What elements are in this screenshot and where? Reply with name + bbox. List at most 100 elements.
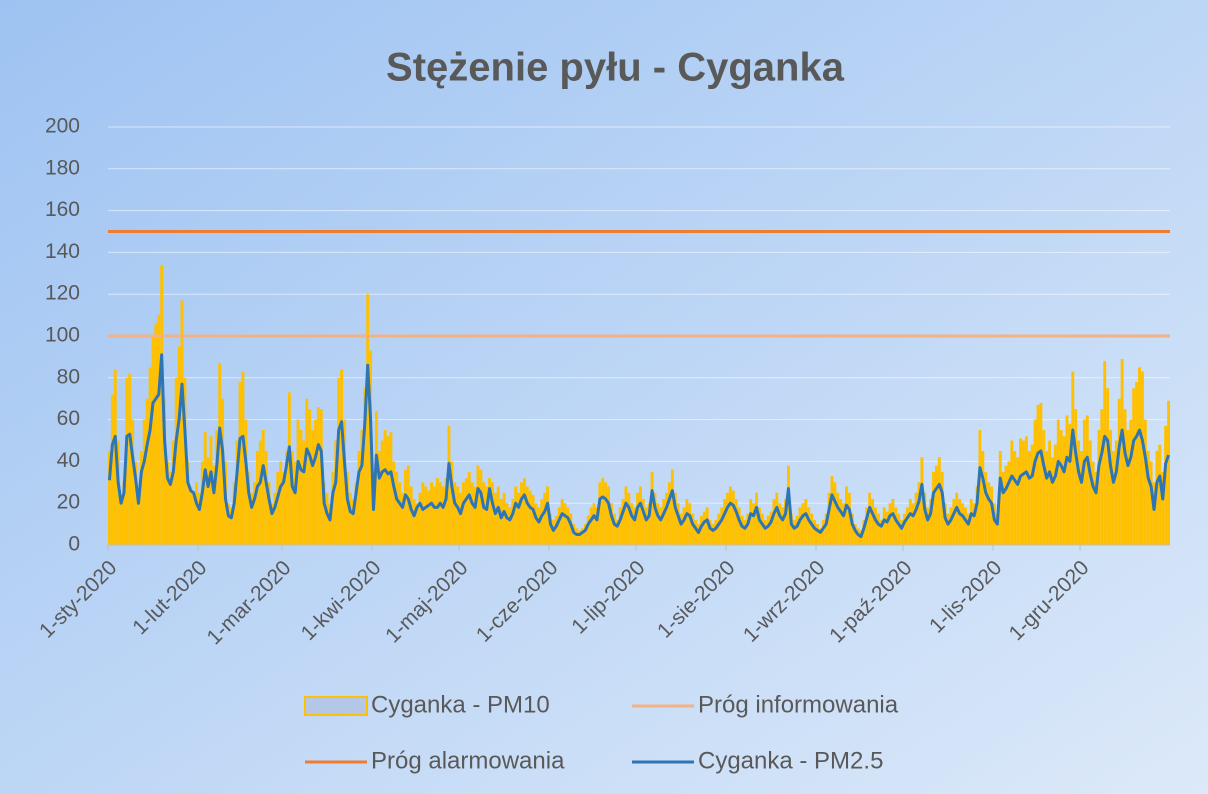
bar	[920, 457, 924, 545]
bar	[975, 486, 979, 545]
bar	[903, 513, 906, 545]
bar	[807, 507, 811, 545]
bar	[566, 507, 570, 545]
bar	[641, 499, 645, 545]
bar	[203, 432, 207, 545]
legend-label: Cyganka - PM10	[371, 691, 550, 718]
bar	[560, 499, 564, 545]
bar	[267, 482, 271, 545]
bar	[711, 524, 715, 545]
bar	[1030, 444, 1034, 545]
bar	[665, 492, 669, 545]
bar	[798, 507, 802, 545]
chart-title: Stężenie pyłu - Cyganka	[386, 46, 845, 90]
bar	[401, 492, 404, 545]
bar	[630, 503, 634, 545]
bar	[403, 469, 407, 545]
bar	[430, 482, 433, 545]
bar	[551, 519, 555, 545]
bar	[1062, 436, 1066, 545]
bar	[1085, 415, 1089, 545]
bar	[557, 507, 561, 545]
y-tick-label: 120	[45, 282, 80, 305]
bar	[154, 323, 158, 545]
bar	[499, 499, 503, 545]
bar	[235, 440, 239, 545]
bar	[598, 482, 602, 545]
bar	[456, 486, 460, 545]
bar	[1117, 398, 1121, 545]
bar	[322, 482, 326, 545]
bar	[749, 499, 753, 545]
bar	[1167, 400, 1170, 545]
bar	[360, 430, 364, 545]
bar	[946, 513, 950, 545]
bar	[726, 492, 729, 545]
bar	[995, 513, 999, 545]
bar	[740, 515, 744, 545]
bar	[517, 492, 521, 545]
bar	[821, 519, 825, 545]
bar	[894, 507, 898, 545]
bar	[285, 450, 288, 545]
y-tick-label: 60	[57, 407, 80, 430]
bar	[868, 492, 872, 545]
bar	[865, 507, 869, 545]
bar	[377, 450, 381, 545]
bar	[1019, 438, 1023, 545]
bar	[743, 519, 747, 545]
bar	[879, 519, 883, 545]
bar	[160, 264, 164, 545]
bar	[496, 486, 500, 545]
bar	[514, 486, 518, 545]
bar	[183, 377, 187, 545]
bar	[1027, 450, 1031, 545]
bar	[781, 507, 785, 545]
bar	[131, 419, 135, 545]
bar	[1120, 358, 1124, 545]
bar	[897, 513, 901, 545]
bar	[1004, 465, 1008, 545]
bar	[885, 511, 889, 545]
bar	[601, 478, 605, 545]
bar	[261, 430, 265, 545]
bar	[949, 507, 953, 545]
bar	[592, 503, 596, 545]
bar	[876, 513, 880, 545]
bar	[833, 482, 837, 545]
bar	[412, 499, 416, 545]
bar	[714, 519, 718, 545]
bar	[180, 300, 184, 545]
bar	[911, 503, 915, 545]
bar	[955, 492, 959, 545]
legend-label: Cyganka - PM2.5	[698, 747, 883, 774]
bar	[1143, 419, 1147, 545]
bar	[990, 486, 993, 545]
bar	[328, 503, 332, 545]
bar	[1071, 371, 1075, 545]
bar	[215, 430, 219, 545]
bar	[508, 507, 512, 545]
bar	[575, 528, 579, 545]
bar	[459, 492, 462, 545]
bar	[470, 482, 474, 545]
bar	[493, 492, 497, 545]
bar	[595, 507, 599, 545]
bar	[694, 519, 698, 545]
bar	[639, 486, 642, 545]
bar	[580, 528, 584, 545]
bar	[572, 524, 576, 545]
bar	[110, 394, 114, 545]
bar	[679, 513, 683, 545]
bar	[1056, 419, 1060, 545]
bar	[1074, 409, 1078, 545]
bar	[540, 499, 544, 545]
bar	[1039, 402, 1043, 545]
bar	[450, 461, 454, 545]
bar	[464, 478, 468, 545]
bar	[1106, 388, 1110, 545]
bar	[618, 507, 622, 545]
bar	[462, 482, 465, 545]
bar	[937, 457, 941, 545]
